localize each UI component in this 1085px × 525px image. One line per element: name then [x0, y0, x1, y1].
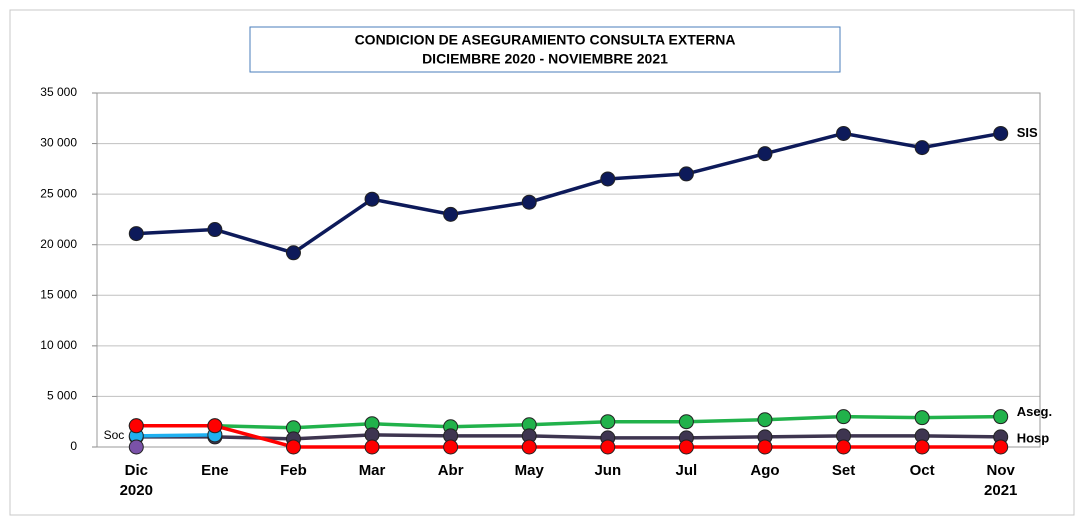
data-point — [207, 418, 223, 434]
x-tick-label: Feb — [280, 462, 307, 479]
series-label: Hosp — [1017, 430, 1050, 445]
series-line — [136, 433, 215, 438]
data-point — [521, 194, 537, 210]
series-line — [136, 424, 1001, 449]
x-tick-label: Mar — [359, 462, 386, 479]
data-point — [207, 222, 223, 238]
data-point — [914, 410, 930, 426]
y-tick-label: 0 — [70, 439, 77, 453]
y-tick-label: 20 000 — [40, 237, 77, 251]
x-tick-label: Dic 2020 — [120, 462, 153, 499]
y-tick-label: 35 000 — [40, 85, 77, 99]
data-point — [836, 409, 852, 425]
series-label: Soc — [104, 428, 125, 442]
x-tick-label: Oct — [910, 462, 935, 479]
y-tick-label: 25 000 — [40, 186, 77, 200]
data-point — [364, 439, 380, 455]
data-point — [128, 226, 144, 242]
data-point — [521, 439, 537, 455]
data-point — [757, 439, 773, 455]
data-point — [914, 439, 930, 455]
series-label: SIS — [1017, 125, 1038, 140]
data-point — [678, 166, 694, 182]
y-tick-label: 5 000 — [47, 389, 77, 403]
data-point — [600, 171, 616, 187]
y-tick-label: 30 000 — [40, 136, 77, 150]
x-tick-label: Nov 2021 — [984, 462, 1017, 499]
data-point — [993, 125, 1009, 141]
series-line — [136, 131, 1002, 255]
data-point — [285, 245, 301, 261]
x-tick-label: Jul — [676, 462, 698, 479]
data-point — [678, 414, 694, 430]
data-point — [757, 412, 773, 428]
x-tick-label: Abr — [438, 462, 464, 479]
chart-frame — [9, 9, 1075, 516]
series-label: Aseg. — [1017, 404, 1052, 419]
series-line — [136, 414, 1001, 430]
y-tick-label: 10 000 — [40, 338, 77, 352]
y-tick-label: 15 000 — [40, 287, 77, 301]
chart-subtitle: DICIEMBRE 2020 - NOVIEMBRE 2021 — [422, 51, 668, 67]
data-point — [443, 206, 459, 222]
data-point — [600, 414, 616, 430]
x-tick-label: May — [515, 462, 545, 479]
chart-title: CONDICION DE ASEGURAMIENTO CONSULTA EXTE… — [355, 32, 736, 48]
data-point — [836, 439, 852, 455]
x-tick-label: Set — [832, 462, 855, 479]
data-point — [285, 439, 301, 455]
data-point — [757, 146, 773, 162]
series-line — [136, 433, 1001, 441]
data-point — [128, 418, 144, 434]
x-tick-label: Jun — [594, 462, 621, 479]
data-point — [678, 439, 694, 455]
data-point — [914, 140, 930, 156]
x-tick-label: Ago — [750, 462, 779, 479]
data-point — [364, 191, 380, 207]
data-point — [993, 439, 1009, 455]
data-point — [993, 409, 1009, 425]
data-point — [836, 125, 852, 141]
data-point — [600, 439, 616, 455]
data-point — [443, 439, 459, 455]
title-box — [249, 26, 841, 73]
data-point — [128, 439, 144, 455]
x-tick-label: Ene — [201, 462, 229, 479]
